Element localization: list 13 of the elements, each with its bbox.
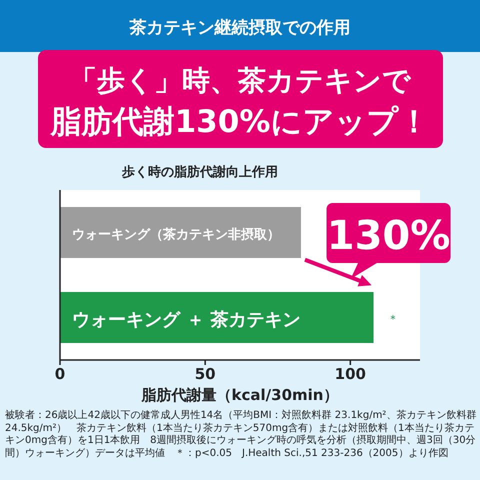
annotation: ＊ — [388, 312, 399, 326]
x-tick-label: 50 — [194, 365, 216, 383]
x-axis-title: 脂肪代謝量（kcal/30min） — [140, 386, 338, 404]
y-tick-label: ウォーキング（茶カテキン非摂取） — [72, 226, 280, 242]
x-tick-label: 0 — [54, 365, 66, 383]
x-tick-label: 100 — [334, 365, 366, 383]
annotation: 130% — [326, 213, 450, 259]
chart-title: 茶カテキン継続摂取での作用 — [128, 18, 350, 38]
text: 脂肪代謝130%にアップ！ — [50, 104, 430, 140]
footnote: 被験者：26歳以上42歳以下の健常成人男性14名（平均BMI：対照飲料群 23.1kg/m²、茶カテキン飲料群 24.5kg/m²） 茶カテキン飲料（1本当たり茶カテキン570mg含有）または対照飲料（1本当たり茶カテキン0mg含有）を1日1本飲用 8週間摂取後にウォーキング時の呼気を分析（摂取期間中、週3回（30分間）ウォーキング）データは平均値 ＊：p<0.05 J.Health Sci.,51 233-236（2005）より作図 — [5, 410, 477, 460]
chart-subtitle: 歩く時の脂肪代謝向上作用 — [121, 164, 278, 180]
text: 「歩く」時、茶カテキンで — [69, 64, 412, 97]
y-tick-label: ウォーキング ＋ 茶カテキン — [72, 310, 301, 330]
